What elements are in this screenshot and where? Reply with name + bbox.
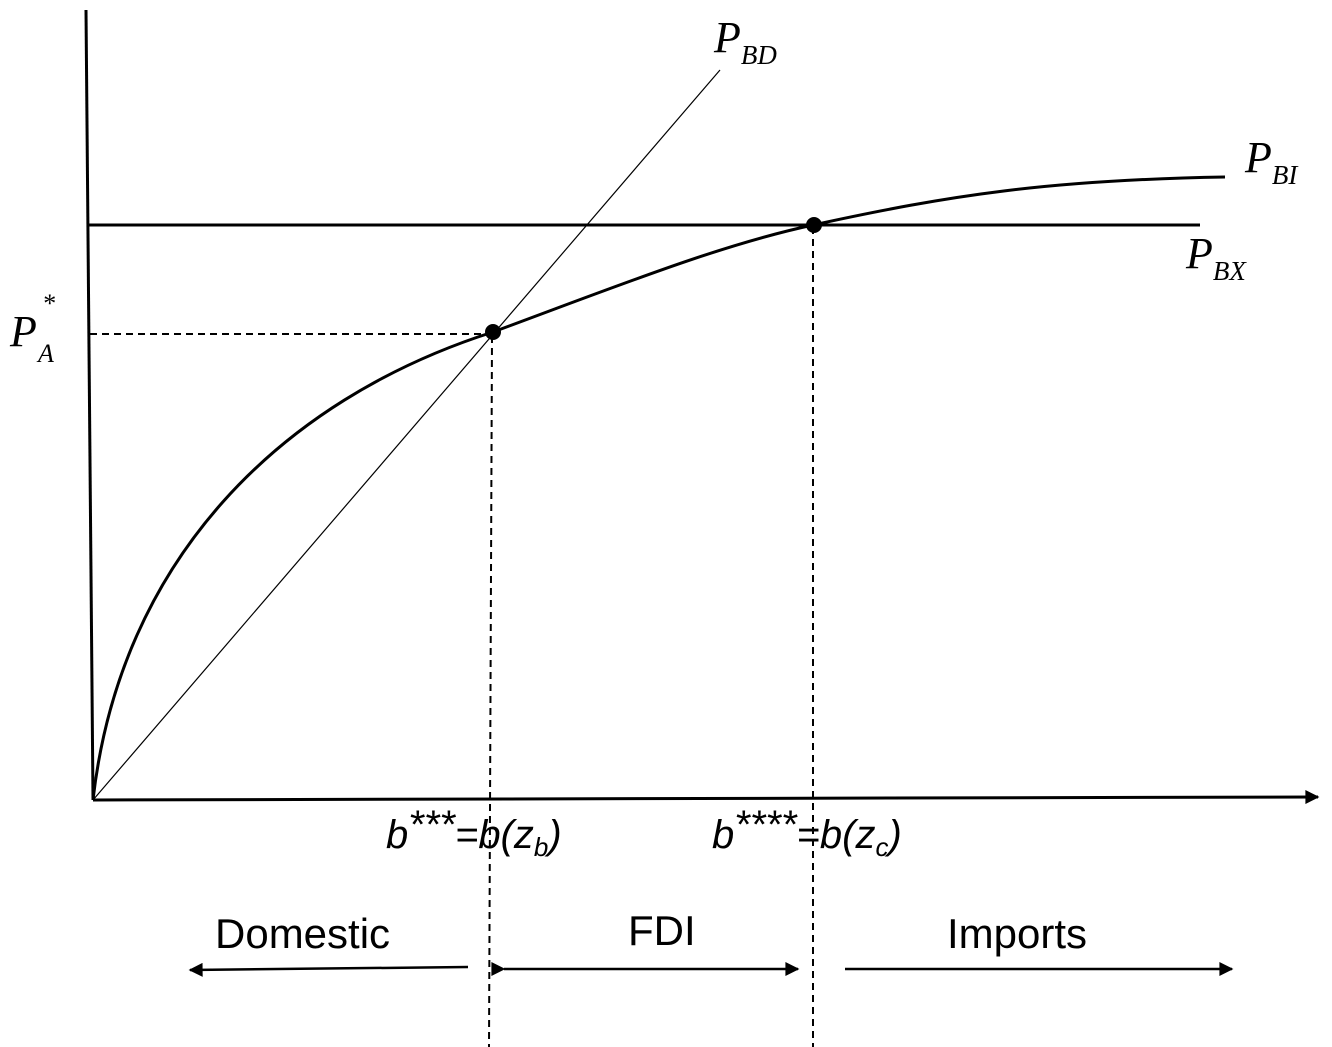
label-pa-star-sub: A [36, 339, 54, 368]
region-fdi-label: FDI [628, 907, 696, 954]
label-pbd: PBD [713, 13, 777, 70]
y-axis [84, 9, 95, 801]
region-domestic-label: Domestic [215, 910, 390, 957]
b3-dashed-vertical [488, 335, 493, 1047]
label-b-triple-star: b***=b(zb) [386, 803, 562, 862]
pbi-curve [91, 175, 1226, 801]
label-pa-star-sup: * [42, 289, 55, 318]
domestic-arrow [188, 962, 469, 977]
pbd-line [92, 69, 721, 801]
label-b-quad-star: b****=b(zc) [712, 803, 902, 862]
label-pbi: PBI [1244, 133, 1299, 190]
x-axis [92, 790, 1320, 805]
region-imports-label: Imports [947, 910, 1087, 957]
intersection-point-b3 [485, 324, 501, 340]
label-pa-star: P [9, 307, 37, 356]
intersection-point-b4 [806, 217, 822, 233]
label-pbx: PBX [1185, 229, 1247, 286]
